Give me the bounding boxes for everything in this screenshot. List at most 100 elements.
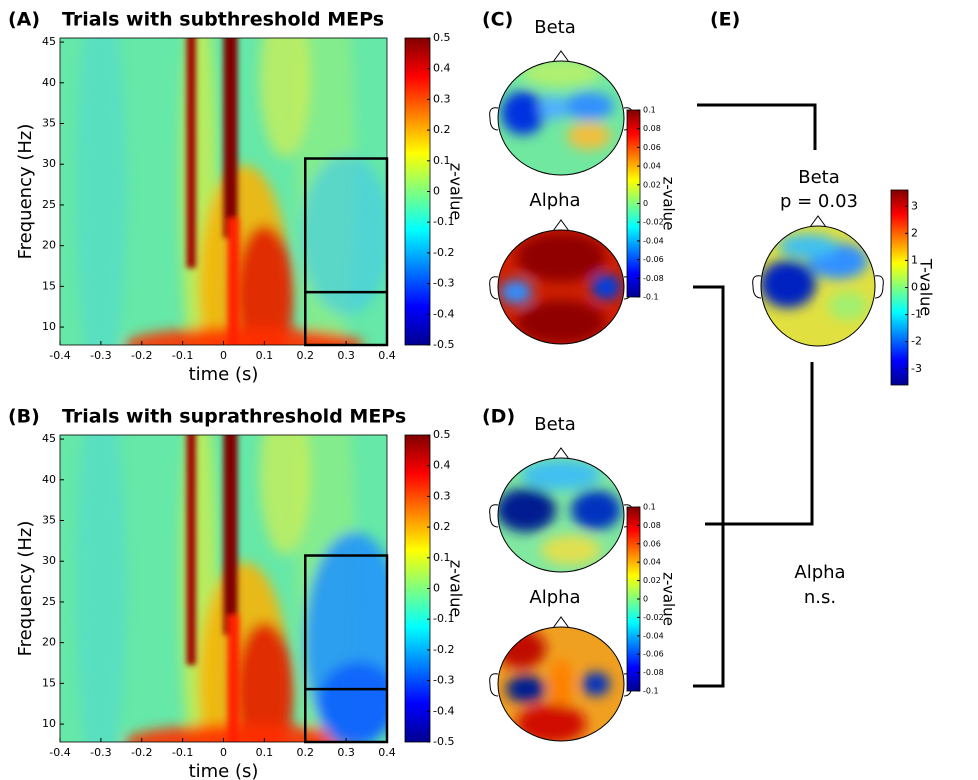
colorbar-tick-label: -0.4 [433,704,454,717]
nose [552,616,570,629]
y-tick-label: 10 [42,717,56,730]
colorbar-tick-label: -0.2 [433,246,454,259]
y-tick-label: 10 [42,320,56,333]
colorbar-tick-label: -0.1 [433,215,454,228]
topoplot-blob [828,292,868,320]
ear [489,107,499,131]
heatmap [60,38,387,345]
heatmap-blob [301,155,387,315]
heatmap-texture [75,38,387,345]
topoplot-blob [541,535,601,565]
colorbar-tick-label: 1 [911,253,918,266]
topoplot-blob [516,704,586,741]
topoplot-texture [501,61,614,150]
x-tick-label: -0.4 [49,746,70,759]
colorbar-tick-label: 0.4 [433,459,451,472]
colorbar-tick-label: -0.02 [643,613,664,622]
colorbar-tick-label: -0.3 [433,277,454,290]
heatmap-blob [123,327,364,345]
y-tick-label: 20 [42,239,56,252]
topoplot-blob [506,675,546,703]
y-tick-label: 45 [42,35,56,48]
ear [752,275,762,299]
colorbar-tick-label: -0.06 [643,650,664,659]
colorbar-tick-label: -0.04 [643,236,664,245]
colorbar-tick-label: -0.08 [643,274,664,283]
colorbar-tick-label: -0.1 [433,612,454,625]
topoplot-blob [567,122,611,150]
x-axis-label: time (s) [189,761,259,780]
colorbar-tick-label: 0.08 [643,521,661,530]
heatmap-blob [234,225,295,345]
topoplot [489,219,633,345]
colorbar-tick-label: -0.5 [433,735,454,748]
topoplot-blob [501,91,545,135]
colorbar-tick-label: -0.1 [643,687,659,696]
y-tick-label: 20 [42,636,56,649]
colorbar-tick-label: 0 [911,281,918,294]
colorbar-tick-label: 0.3 [433,489,451,502]
heatmap-blob [123,724,364,742]
colorbar-label: z-value [447,163,466,220]
colorbar-tick-label: 0.5 [433,428,451,441]
x-tick-label: 0.2 [297,746,315,759]
y-tick-label: 45 [42,432,56,445]
colorbar-tick-label: 0.06 [643,539,661,548]
heatmap-stripes [186,435,240,742]
colorbar-tick-label: 0.1 [643,503,656,512]
stat-result: n.s. [804,587,836,608]
topoplot-title: Alpha [529,190,580,211]
topoplot-blob [591,274,621,300]
colorbar-tick-label: 0.5 [433,31,451,44]
nose [552,219,570,232]
topoplot-texture [500,232,621,344]
y-tick-label: 25 [42,198,56,211]
colorbar-tick-label: 0.1 [433,154,451,167]
heatmap-stripe [223,38,238,238]
heatmap-blob [318,662,387,742]
topoplot-blob [516,300,606,344]
colorbar-tick-label: -3 [911,362,922,375]
topoplot-blob [516,232,606,282]
colorbar-tick-label: 0.04 [643,162,661,171]
topoplot-blob [761,260,816,308]
topoplot-map [498,627,624,741]
colorbar-tick-label: -0.2 [433,643,454,656]
topoplot-blob [571,490,621,530]
colorbar-tick-label: -0.06 [643,255,664,264]
y-axis-label: Frequency (Hz) [15,124,36,260]
heatmap-blob [259,435,310,555]
colorbar-tick-label: 0.2 [433,520,451,533]
colorbar-tick-label: 3 [911,199,918,212]
topoplot [489,50,633,176]
x-tick-label: -0.3 [90,746,111,759]
head-outline [760,225,876,347]
colorbar-tick-label: 0.06 [643,143,661,152]
stat-band: Beta [798,167,840,188]
heatmap-stripe [227,218,240,345]
topoplot [752,215,884,347]
colorbar-tick-label: 0 [643,595,648,604]
head-outline [497,457,625,573]
y-tick-label: 30 [42,157,56,170]
panel-label: (B) [8,406,40,428]
y-tick-label: 35 [42,117,56,130]
topoplot-map [761,226,875,346]
y-axis-label: Frequency (Hz) [15,521,36,657]
colorbar-tick-label: 0.1 [643,106,656,115]
y-tick-label: 35 [42,514,56,527]
x-tick-label: -0.2 [131,746,152,759]
colorbar-tick-label: 0.02 [643,180,661,189]
panel-label: (E) [710,9,740,31]
x-tick-label: -0.1 [172,349,193,362]
colorbar-tick-label: -0.3 [433,674,454,687]
x-tick-label: -0.2 [131,349,152,362]
topoplot-map [498,230,624,344]
panel-label: (C) [482,9,513,31]
topoplot [489,447,633,573]
x-tick-label: 0 [220,349,227,362]
x-tick-label: 0.2 [297,349,315,362]
nose [552,447,570,460]
topoplot-title: Alpha [529,587,580,608]
